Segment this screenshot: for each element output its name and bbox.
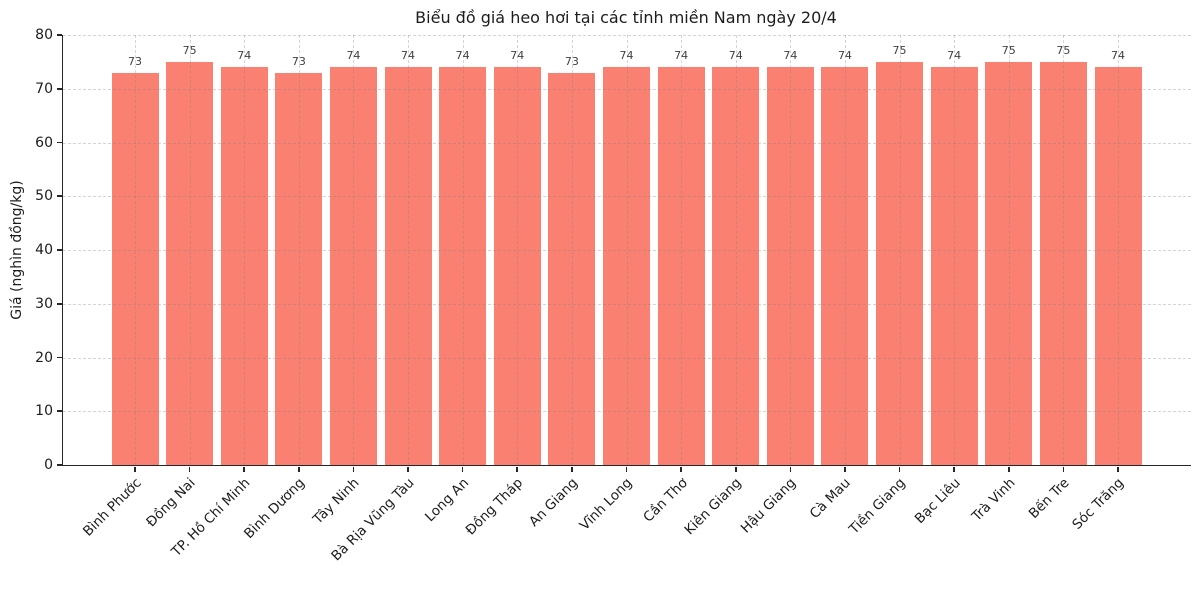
bar	[493, 67, 541, 465]
x-tick-label: Vĩnh Long	[577, 475, 636, 534]
bar-value-label: 74	[728, 49, 743, 63]
bar	[329, 67, 377, 465]
x-tick	[571, 467, 573, 472]
bar-value-label: 74	[837, 49, 852, 63]
y-tick	[57, 249, 62, 251]
bar-value-label: 74	[783, 49, 798, 63]
plot-area: 0 10 20 30 40 50 60 70 80 73 Bình Phước 75 Đồng Nai 7…	[35, 27, 1191, 564]
x-tick-label: Tiền Giang	[846, 475, 909, 538]
x-tick	[134, 467, 136, 472]
x-tick	[352, 467, 355, 472]
y-tick	[57, 410, 62, 413]
bar-value-label: 73	[564, 54, 579, 68]
y-tick-label: 50	[35, 188, 53, 205]
x-tick	[1062, 467, 1065, 472]
bar-value-label: 73	[291, 54, 306, 68]
bar	[548, 72, 596, 465]
x-tick	[298, 467, 300, 472]
y-tick	[57, 302, 62, 305]
x-tick	[898, 467, 901, 472]
bar-value-label: 74	[947, 49, 962, 63]
bar	[603, 67, 650, 465]
bar	[876, 61, 924, 465]
y-tick	[57, 464, 62, 466]
x-tick-label: Kiên Giang	[681, 475, 746, 539]
bar	[657, 67, 705, 465]
bar	[1094, 67, 1142, 465]
bar	[275, 72, 323, 465]
x-tick-label: An Giang	[526, 475, 582, 530]
bar-value-label: 74	[401, 49, 416, 63]
x-tick-label: Đồng Tháp	[463, 475, 527, 539]
y-tick-label: 40	[35, 242, 53, 258]
x-tick-label: Bạc Liêu	[911, 475, 964, 527]
bar	[930, 67, 978, 465]
bar-value-label: 74	[619, 49, 634, 63]
x-tick-label: Sóc Trăng	[1069, 475, 1128, 533]
bar-value-label: 74	[455, 49, 470, 63]
x-tick-label: Cần Thơ	[639, 475, 691, 526]
y-tick	[57, 141, 62, 144]
x-tick	[844, 467, 846, 472]
x-tick	[1117, 467, 1119, 472]
x-tick-label: Cà Mau	[807, 475, 855, 523]
bar	[985, 61, 1033, 465]
bar	[220, 67, 268, 465]
y-tick-label: 10	[35, 403, 53, 420]
bar	[712, 67, 760, 465]
x-tick	[188, 467, 191, 472]
x-tick-label: Tây Ninh	[310, 475, 363, 528]
bar	[111, 72, 159, 465]
x-tick	[461, 467, 464, 472]
grid-line-h	[63, 35, 1191, 36]
x-tick	[734, 467, 737, 472]
x-tick	[789, 467, 792, 472]
y-axis-label: Giá (nghìn đồng/kg)	[9, 180, 25, 320]
y-tick-label: 70	[35, 80, 53, 97]
x-tick-label: Hậu Giang	[738, 475, 800, 537]
bar-value-label: 75	[892, 43, 907, 57]
x-tick	[243, 467, 246, 472]
y-tick-label: 60	[35, 134, 53, 151]
x-tick	[625, 467, 628, 472]
chart-title: Biểu đồ giá heo hơi tại các tỉnh miền Na…	[415, 8, 837, 27]
bar-value-label: 73	[128, 54, 142, 68]
x-tick-label: Đồng Nai	[143, 475, 199, 531]
x-tick	[516, 467, 519, 472]
bar	[439, 67, 487, 465]
bar	[1039, 61, 1087, 465]
bar-value-label: 74	[510, 49, 525, 63]
x-tick	[1007, 467, 1010, 472]
y-tick	[57, 195, 62, 198]
x-tick-label: Trà Vinh	[968, 475, 1019, 525]
y-tick	[57, 34, 62, 36]
y-tick	[57, 356, 62, 359]
bar	[166, 61, 214, 465]
bar-value-label: 75	[182, 43, 197, 57]
bar-value-label: 75	[1001, 43, 1016, 57]
x-tick	[407, 467, 409, 472]
x-tick	[953, 467, 955, 472]
bar	[384, 67, 432, 465]
bar-value-label: 74	[1111, 49, 1125, 63]
bar	[821, 67, 869, 465]
x-tick	[680, 467, 682, 472]
y-tick-label: 20	[35, 349, 53, 366]
bar	[766, 67, 814, 465]
y-tick	[57, 87, 62, 90]
x-tick-label: Bình Phước	[79, 475, 145, 540]
bar-value-label: 74	[674, 49, 689, 63]
bar-value-label: 74	[237, 49, 252, 63]
y-tick-label: 0	[44, 457, 53, 473]
x-tick-label: Long An	[421, 475, 472, 526]
bar-value-label: 75	[1056, 43, 1071, 57]
bar-value-label: 74	[346, 49, 361, 63]
y-tick-label: 80	[35, 27, 53, 43]
x-tick-label: Bến Tre	[1025, 475, 1073, 522]
y-tick-label: 30	[35, 295, 53, 312]
